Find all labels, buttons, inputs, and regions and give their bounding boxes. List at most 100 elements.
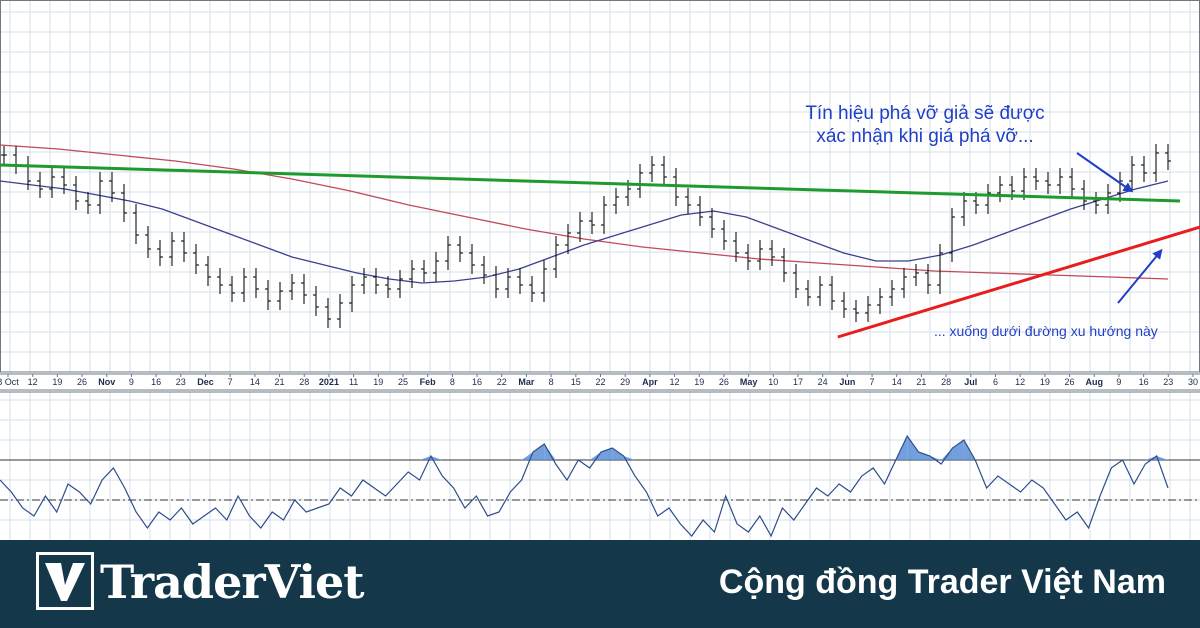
ohlc-bar [181,232,187,262]
ohlc-bar [253,268,259,298]
ohlc-bar [913,264,919,286]
overbought-fill [907,436,919,460]
ohlc-bar [889,280,895,306]
ohlc-bar [433,252,439,282]
x-tick-label: 19 [1040,377,1050,387]
x-tick-label: Feb [420,377,437,387]
ohlc-bar [85,192,91,214]
ohlc-bar [97,172,103,214]
x-tick-label: 22 [497,377,507,387]
x-tick-label: 21 [916,377,926,387]
x-tick-label: 15 [571,377,581,387]
ohlc-bar [49,168,55,198]
ohlc-bar [277,282,283,310]
ohlc-bar [1057,168,1063,194]
annotation-arrow-1 [1076,152,1134,193]
ohlc-bar [169,232,175,266]
ohlc-bar [73,176,79,210]
ohlc-bar [385,276,391,298]
x-tick-label: 26 [1065,377,1075,387]
traderviet-logo-icon [36,552,94,610]
ohlc-bar [745,244,751,270]
ohlc-bars [1,144,1171,328]
x-tick-label: 8 [450,377,455,387]
x-tick-label: 17 [793,377,803,387]
ohlc-bar [457,236,463,262]
overbought-fill [952,440,964,460]
ohlc-bar [229,276,235,302]
x-tick-label: 16 [151,377,161,387]
resistance-trendline [0,163,1181,203]
ohlc-bar [361,268,367,294]
overbought-fill [430,456,443,460]
x-tick-label: 12 [28,377,38,387]
ohlc-bar [217,268,223,294]
overbought-fill [929,456,942,460]
x-tick-label: 2021 [319,377,339,387]
ohlc-bar [445,236,451,270]
ohlc-bar [301,274,307,304]
ohlc-bar [1117,172,1123,202]
x-tick-label: May [740,377,758,387]
ohlc-bar [241,268,247,302]
x-tick-label: 14 [892,377,902,387]
ohlc-bar [781,248,787,282]
x-tick-label: 10 [768,377,778,387]
ohlc-bar [757,240,763,270]
x-tick-label: 7 [228,377,233,387]
long-moving-average-line [0,144,1169,280]
overbought-fill [532,444,545,460]
ohlc-bar [193,244,199,274]
ohlc-bar [877,288,883,314]
ohlc-bar [349,276,355,312]
x-tick-label: 14 [250,377,260,387]
ohlc-bar [1033,168,1039,190]
x-tick-label: 19 [52,377,62,387]
annotation-trendline: ... xuống dưới đường xu hướng này [934,323,1158,339]
x-tick-label: 28 [941,377,951,387]
x-tick-label: 26 [719,377,729,387]
ohlc-bar [37,172,43,198]
annotation-line-2: xác nhận khi giá phá vỡ... [816,126,1034,147]
x-tick-label: 8 [549,377,554,387]
price-grid [0,0,1200,372]
ohlc-bar [397,270,403,298]
price-chart: 8 Oct 12 19 26 Nov 9 16 23 Dec 7 14 21 28 2021 11 19 25 F… [0,0,1200,540]
ohlc-bar [901,268,907,298]
ohlc-bar [373,268,379,294]
ohlc-bar [133,204,139,244]
ohlc-bar [109,172,115,202]
ohlc-bar [997,176,1003,202]
x-tick-label: 12 [670,377,680,387]
x-tick-label: 8 Oct [0,377,19,387]
x-tick-label: Apr [642,377,658,387]
ohlc-bar [493,266,499,298]
oscillator-grid [0,392,1200,540]
x-tick-label: 9 [1116,377,1121,387]
ohlc-bar [649,156,655,182]
ohlc-bar [1093,192,1099,214]
x-tick-label: 23 [176,377,186,387]
ohlc-bar [121,184,127,222]
ohlc-bar [865,296,871,322]
ohlc-bar [805,280,811,306]
ohlc-bar [529,276,535,302]
ohlc-bar [925,264,931,294]
x-axis-band [0,374,1200,390]
short-moving-average-line [0,180,1169,284]
ohlc-bar [469,244,475,274]
ohlc-bar [685,188,691,214]
annotation-arrow-2 [1117,248,1163,304]
x-tick-label: Mar [518,377,535,387]
ohlc-bar [553,236,559,278]
ohlc-bar [325,298,331,328]
x-tick-label: 22 [595,377,605,387]
x-tick-label: 23 [1163,377,1173,387]
ohlc-bar [517,268,523,294]
ohlc-bar [421,260,427,282]
x-tick-label: 16 [1139,377,1149,387]
ohlc-bar [841,292,847,318]
ohlc-bar [205,256,211,286]
x-tick-label: Nov [98,377,115,387]
footer-tagline: Cộng đồng Trader Việt Nam [718,563,1166,601]
